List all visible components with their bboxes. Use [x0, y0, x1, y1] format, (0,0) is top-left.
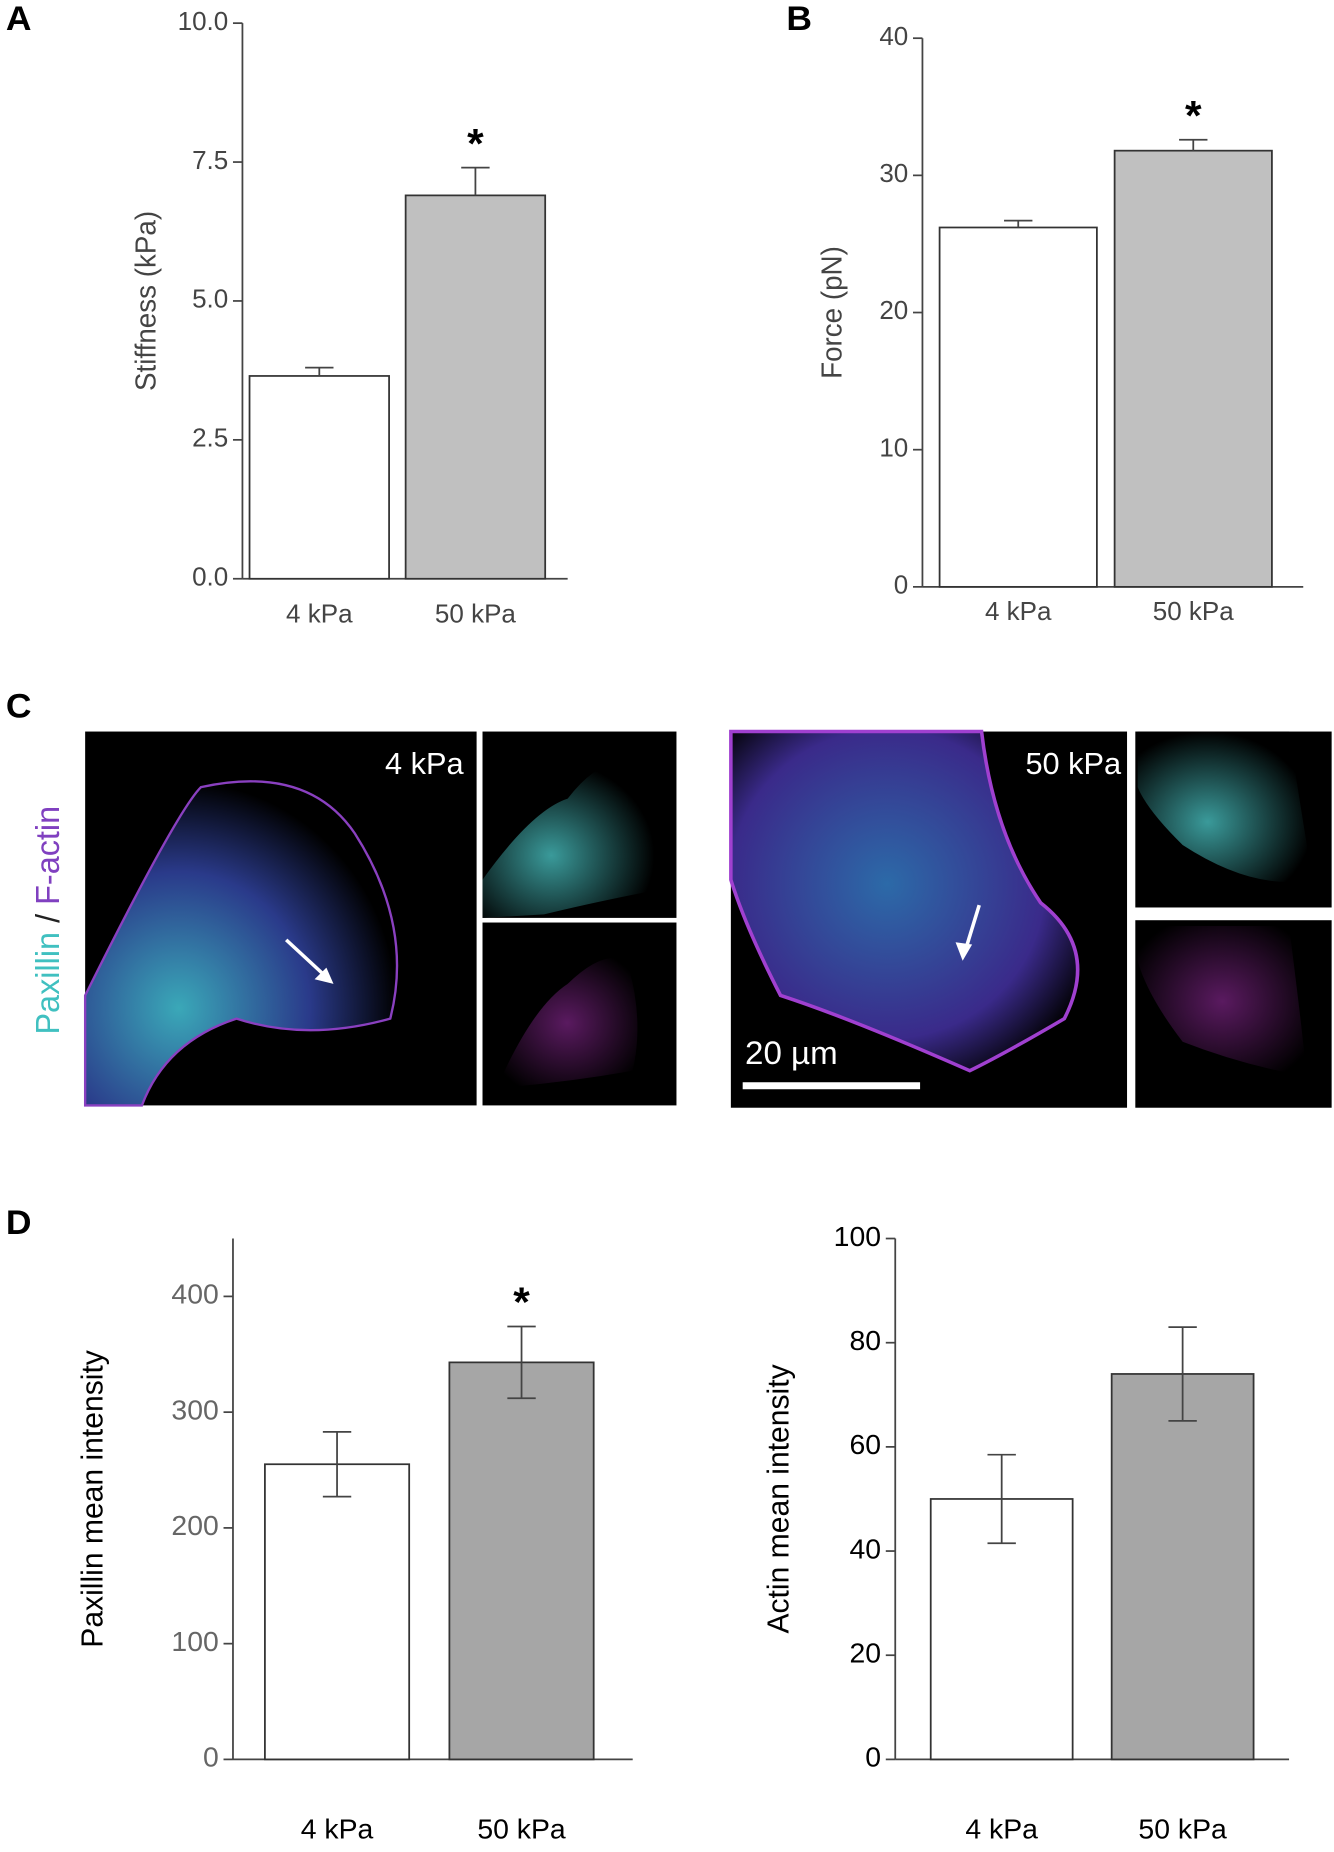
- cell: [496, 957, 638, 1089]
- panel-label: D: [6, 1203, 32, 1242]
- y-tick-label: 40: [879, 23, 908, 51]
- y-tick-label: 80: [849, 1325, 881, 1356]
- y-axis-label: Actin mean intensity: [761, 1364, 795, 1634]
- cell: [1137, 926, 1307, 1077]
- cell: [83, 780, 399, 1107]
- bar: [264, 1463, 411, 1761]
- stain: F-actin: [28, 806, 65, 905]
- annotation: *: [513, 1279, 530, 1325]
- condition-label: 4 kPa: [385, 748, 464, 782]
- y-tick-label: 20: [849, 1638, 881, 1669]
- cell: [729, 729, 1080, 1073]
- y-tick-label: 7.5: [192, 147, 228, 175]
- y-axis-label: Force (pN): [816, 246, 847, 379]
- annotation: *: [467, 120, 484, 166]
- micrographs: 4 kPa 50 kPa 20 µm Paxillin / F-actin: [28, 729, 1332, 1108]
- annotation: *: [1185, 92, 1202, 138]
- bar: [248, 375, 390, 580]
- y-tick-label: 300: [171, 1395, 218, 1426]
- y-tick-label: 200: [171, 1511, 218, 1542]
- y-tick-label: 5.0: [192, 286, 228, 314]
- x-tick-label: 4 kPa: [286, 601, 353, 629]
- bar: [1110, 1373, 1255, 1761]
- y-tick-label: 0: [894, 572, 908, 600]
- y-tick-label: 10.0: [178, 8, 229, 36]
- x-tick-label: 50 kPa: [1138, 1814, 1227, 1845]
- cell: [482, 761, 655, 918]
- bar: [404, 194, 547, 580]
- stain: /: [28, 913, 65, 923]
- y-tick-label: 100: [834, 1221, 881, 1252]
- bar: [448, 1361, 595, 1761]
- y-tick-label: 100: [171, 1626, 218, 1657]
- stain: Paxillin: [28, 932, 65, 1035]
- x-tick-label: 4 kPa: [965, 1814, 1038, 1845]
- bar: [938, 226, 1098, 588]
- y-tick-label: 30: [879, 160, 908, 188]
- y-tick-label: 0.0: [192, 564, 228, 592]
- panel-label: B: [786, 0, 812, 38]
- panel-label: C: [6, 687, 32, 726]
- stain-label: Paxillin / F-actin: [28, 806, 65, 1035]
- y-tick-label: 0: [203, 1742, 219, 1773]
- y-tick-label: 20: [879, 297, 908, 325]
- arrow-head: [314, 967, 334, 984]
- y-tick-label: 40: [849, 1534, 881, 1565]
- y-tick-label: 2.5: [192, 425, 228, 453]
- cell: [1137, 731, 1313, 883]
- arrow-head: [955, 942, 973, 961]
- x-tick-label: 50 kPa: [1153, 598, 1235, 626]
- x-tick-label: 50 kPa: [435, 601, 517, 629]
- y-tick-label: 10: [879, 435, 908, 463]
- y-axis-label: Stiffness (kPa): [130, 211, 161, 391]
- x-tick-label: 50 kPa: [477, 1814, 566, 1845]
- y-tick-label: 0: [865, 1742, 881, 1773]
- scale-label: 20 µm: [745, 1035, 838, 1072]
- bar: [1113, 149, 1273, 588]
- y-axis-label: Paxillin mean intensity: [75, 1349, 109, 1647]
- panel-label: A: [6, 0, 32, 38]
- x-tick-label: 4 kPa: [301, 1814, 374, 1845]
- y-tick-label: 400: [171, 1279, 218, 1310]
- x-tick-label: 4 kPa: [985, 598, 1052, 626]
- arrow: [963, 904, 981, 952]
- condition-label: 50 kPa: [1025, 748, 1121, 782]
- y-tick-label: 60: [849, 1429, 881, 1460]
